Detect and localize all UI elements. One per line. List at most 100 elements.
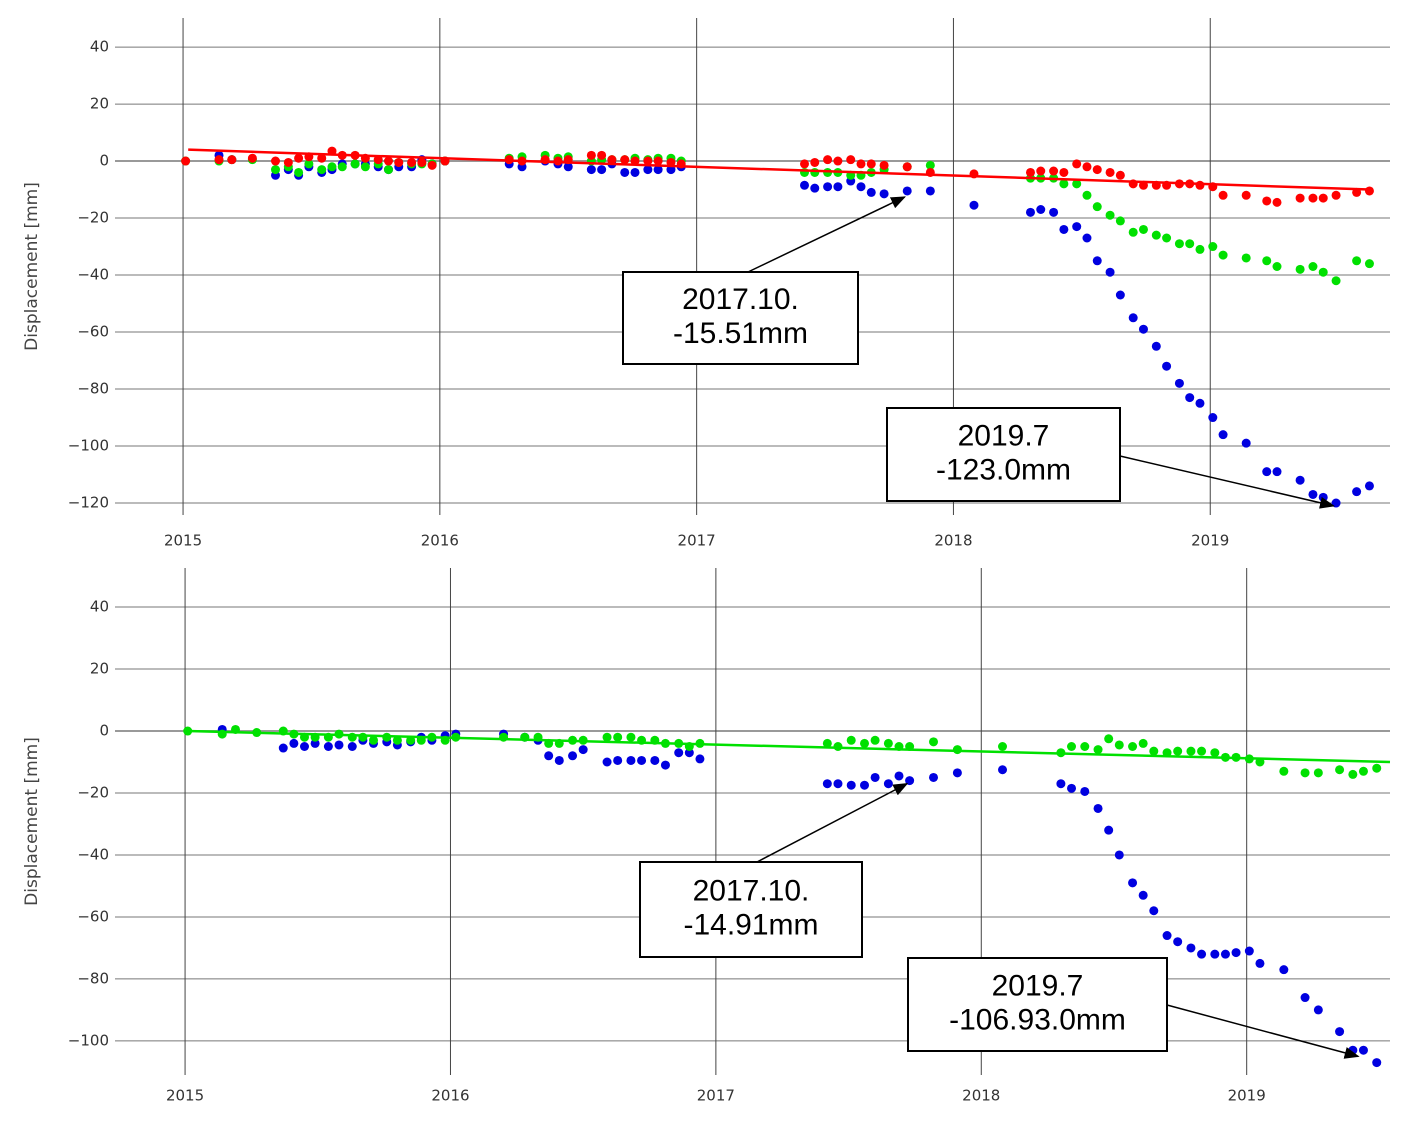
point [1308,489,1318,499]
point [1358,766,1368,776]
point [278,743,288,753]
y-tick-label: 40 [90,38,109,56]
point [929,737,939,747]
point [833,779,843,789]
point [822,779,832,789]
point [1072,159,1082,169]
point [1208,242,1218,252]
point [294,167,304,177]
point [925,186,935,196]
point [1300,993,1310,1003]
point [800,180,810,190]
point [360,162,370,172]
point [810,183,820,193]
point [1352,256,1362,266]
y-tick-label: −100 [68,437,109,455]
point [602,732,612,742]
point [637,755,647,765]
point [620,155,630,165]
point [613,755,623,765]
point [810,167,820,177]
point [1241,438,1251,448]
point [1162,233,1172,243]
point [1241,253,1251,263]
point [1128,313,1138,323]
point [1295,264,1305,274]
point [350,159,360,169]
point [283,157,293,167]
annotation-text: 2017.10. [682,283,799,316]
point [1308,262,1318,271]
point [358,732,368,742]
point [1244,946,1254,956]
point [998,742,1008,752]
point [1352,487,1362,497]
x-tick-label: 2018 [962,1087,1000,1105]
point [427,160,437,170]
y-tick-label: −120 [68,494,109,512]
y-tick-label: −100 [68,1031,109,1049]
point [846,735,856,745]
y-axis-label: Displacement [mm] [22,737,42,906]
point [294,153,304,163]
y-axis-label: Displacement [mm] [22,182,42,351]
point [323,742,333,752]
y-tick-label: 0 [99,152,109,170]
point [1093,745,1103,755]
point [879,160,889,170]
point [1067,742,1077,752]
y-tick-label: −20 [77,209,109,227]
point [1185,393,1195,403]
point [823,155,833,165]
x-tick-label: 2017 [697,1087,735,1105]
y-tick-label: 40 [90,598,109,616]
point [684,748,694,758]
point [568,751,578,761]
point [417,157,427,167]
point [334,740,344,750]
point [602,757,612,767]
point [1262,256,1272,266]
point [643,156,653,166]
point [1025,207,1035,217]
x-tick-label: 2015 [166,1087,204,1105]
annotation-arrow [1166,1004,1360,1059]
point [1218,190,1228,200]
point [810,157,820,167]
point [1331,276,1341,286]
point [394,157,404,167]
point [1279,766,1289,776]
y-tick-label: −60 [77,907,109,925]
point [1128,742,1138,752]
point [800,159,810,169]
point [586,150,596,160]
point [407,157,417,167]
point [1056,779,1066,789]
point [630,156,640,166]
point [1128,227,1138,237]
annotation-text: -106.93.0mm [949,1003,1126,1036]
point [894,771,904,781]
y-tick-label: −40 [77,266,109,284]
point [270,165,280,175]
point [1364,259,1374,269]
point [317,165,327,175]
point [1272,197,1282,207]
point [383,156,393,166]
point [1138,224,1148,234]
point [883,779,893,789]
point [289,738,299,748]
point [653,165,663,175]
point [1105,267,1115,277]
trend-line [187,729,1391,764]
point [1115,290,1125,300]
point [1162,361,1172,371]
point [317,153,327,163]
point [1186,746,1196,756]
point [666,165,676,175]
point [1241,190,1251,200]
y-tick-label: 20 [90,660,109,678]
point [304,159,314,169]
point [247,153,257,163]
point [1080,742,1090,752]
